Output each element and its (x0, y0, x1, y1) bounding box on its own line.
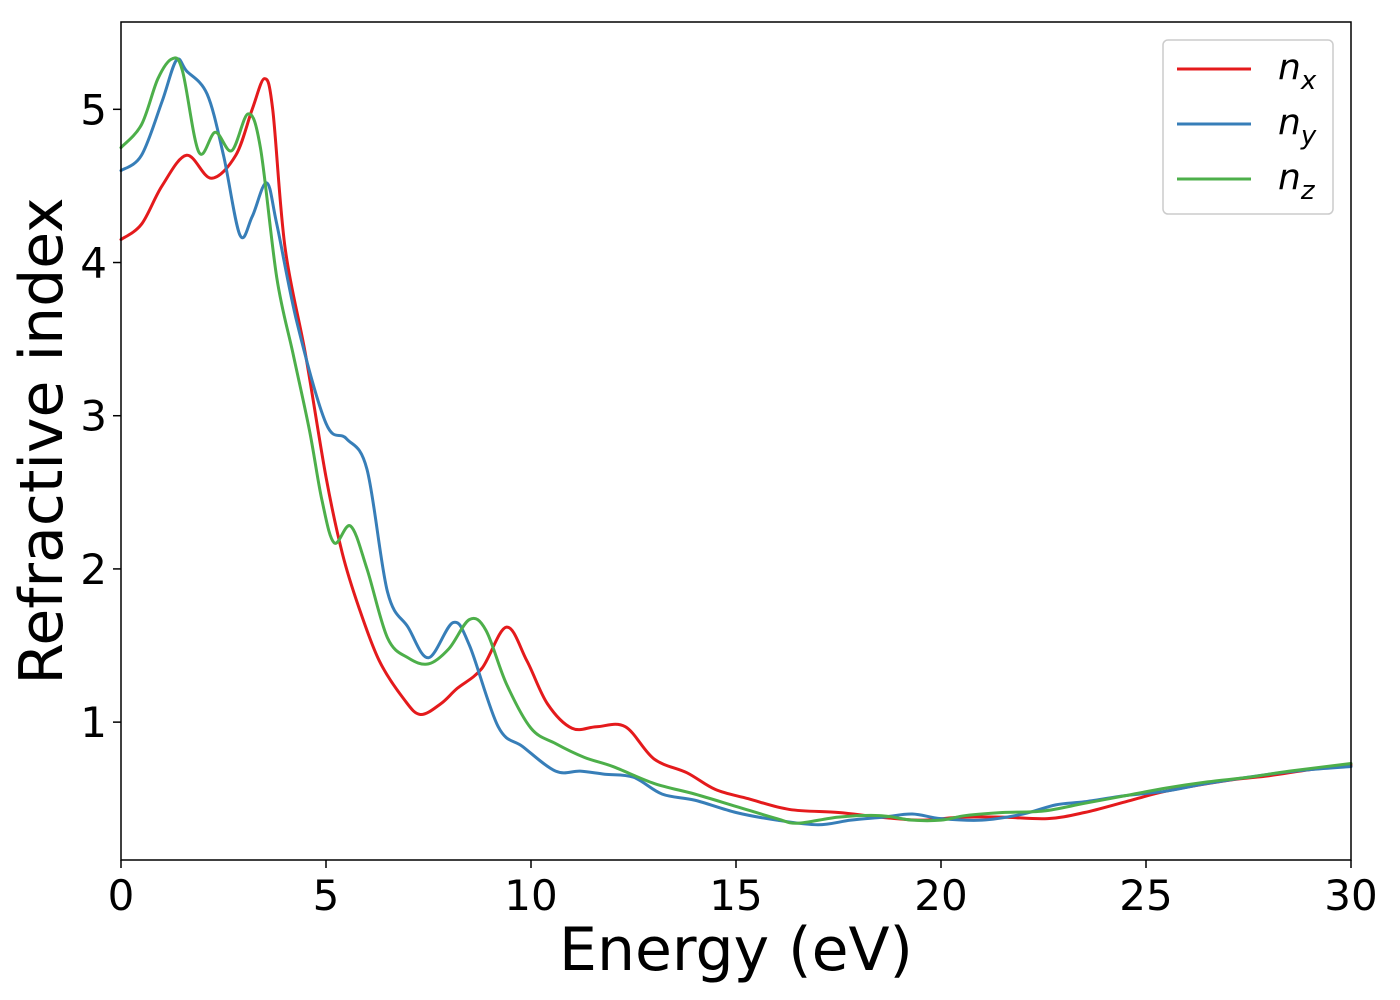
x-tick-label: 20 (914, 871, 967, 920)
x-tick-label: 5 (313, 871, 340, 920)
x-tick-label: 30 (1324, 871, 1377, 920)
series-line-nz (119, 56, 1353, 825)
legend-label-ny: ny (1278, 102, 1317, 151)
y-tick-label: 3 (80, 392, 107, 441)
series-line-nx (119, 77, 1353, 822)
y-tick-label: 1 (80, 698, 107, 747)
y-axis-ticks: 1 2 3 4 5 (80, 85, 121, 747)
legend-label-nx: nx (1278, 47, 1317, 96)
y-axis-label: Refractive index (7, 197, 77, 684)
x-axis-label: Energy (eV) (559, 915, 913, 985)
x-tick-label: 25 (1119, 871, 1172, 920)
y-tick-label: 5 (80, 85, 107, 134)
y-tick-label: 2 (80, 545, 107, 594)
x-axis-ticks: 0 5 10 15 20 25 30 (108, 860, 1378, 920)
series-layer (119, 56, 1353, 827)
y-tick-label: 4 (80, 239, 107, 288)
x-tick-label: 0 (108, 871, 135, 920)
legend-label-nz: nz (1278, 157, 1316, 206)
x-tick-label: 10 (504, 871, 557, 920)
x-tick-label: 15 (709, 871, 762, 920)
legend-box (1162, 39, 1334, 215)
legend: nx ny nz (1162, 39, 1334, 215)
plot-area (121, 22, 1351, 860)
